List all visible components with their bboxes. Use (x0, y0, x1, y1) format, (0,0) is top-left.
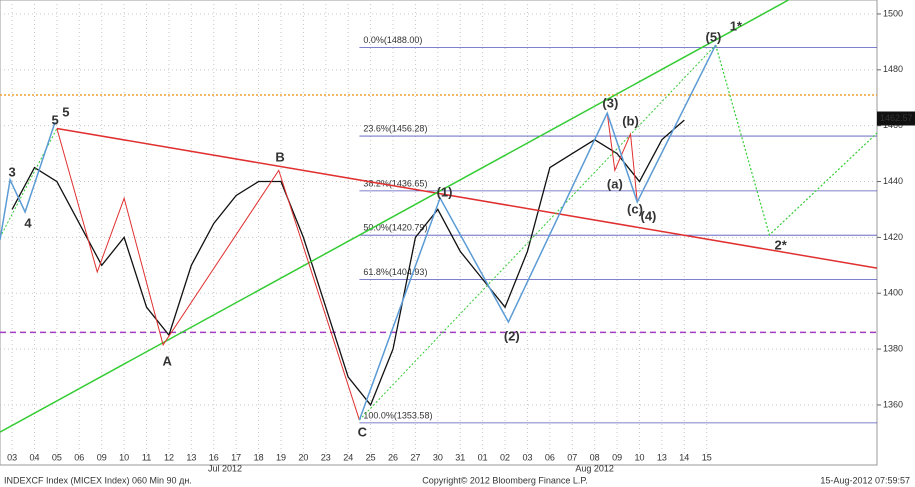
x-tick-label: 10 (634, 452, 644, 462)
x-tick-label: 08 (590, 452, 600, 462)
x-tick-label: 18 (254, 452, 264, 462)
wave-label: 4 (24, 215, 32, 230)
wave-label: 2* (775, 237, 788, 252)
fib-label: 0.0%(1488.00) (363, 35, 422, 45)
last-price-box (877, 111, 915, 126)
x-tick-label: 16 (209, 452, 219, 462)
wave-label: 3 (8, 165, 15, 180)
x-tick-label: 19 (276, 452, 286, 462)
x-tick-label: 17 (231, 452, 241, 462)
x-tick-label: 04 (29, 452, 39, 462)
trend-line (56, 128, 360, 421)
wave-label: (a) (607, 176, 623, 191)
x-tick-label: 25 (366, 452, 376, 462)
x-tick-label: 23 (321, 452, 331, 462)
wave-label: B (275, 150, 284, 165)
x-tick-label: 13 (186, 452, 196, 462)
fib-label: 50.0%(1420.79) (363, 223, 427, 233)
x-tick-label: 06 (545, 452, 555, 462)
fib-label: 38.2%(1436.65) (363, 178, 427, 188)
y-tick-label: 1480 (883, 64, 903, 74)
wave-label: (3) (602, 95, 618, 110)
x-tick-label: 03 (7, 452, 17, 462)
x-tick-label: 02 (500, 452, 510, 462)
x-tick-label: 30 (433, 452, 443, 462)
trend-line (56, 127, 878, 269)
x-tick-label: 20 (298, 452, 308, 462)
x-tick-label: 03 (522, 452, 532, 462)
footer-right: 15-Aug-2012 07:59:57 (820, 475, 910, 485)
wave-label: 5 (52, 112, 59, 127)
wave-label: 1* (730, 19, 743, 34)
x-tick-label: 26 (388, 452, 398, 462)
y-tick-label: 1440 (883, 176, 903, 186)
trend-line (358, 44, 717, 421)
trend-line (0, 128, 58, 238)
month-label: Aug 2012 (575, 463, 614, 473)
price-line (11, 119, 685, 407)
x-tick-label: 10 (119, 452, 129, 462)
fib-label: 23.6%(1456.28) (363, 123, 427, 133)
trend-line (606, 113, 638, 202)
trend-line (715, 44, 878, 236)
wave-label: 5 (62, 105, 69, 120)
y-tick-label: 1360 (883, 399, 903, 409)
y-tick-label: 1380 (883, 343, 903, 353)
last-price-label: 1462.57 (880, 113, 913, 123)
y-tick-label: 1420 (883, 232, 903, 242)
x-tick-label: 12 (164, 452, 174, 462)
x-tick-label: 06 (74, 452, 84, 462)
x-tick-label: 13 (657, 452, 667, 462)
y-tick-label: 1500 (883, 8, 903, 18)
fib-label: 61.8%(1404.93) (363, 267, 427, 277)
x-tick-label: 11 (142, 452, 151, 462)
x-tick-label: 01 (478, 452, 488, 462)
x-tick-label: 09 (612, 452, 622, 462)
trend-line (0, 0, 789, 433)
x-tick-label: 31 (455, 452, 465, 462)
fib-label: 100.0%(1353.58) (363, 410, 432, 420)
footer-center: Copyright© 2012 Bloomberg Finance L.P. (422, 475, 588, 485)
wave-label: C (358, 424, 368, 439)
footer-left: INDEXCF Index (MICEX Index) 060 Min 90 д… (4, 475, 192, 485)
wave-label: (b) (622, 113, 639, 128)
wave-label: A (162, 353, 172, 368)
x-tick-label: 07 (567, 452, 577, 462)
wave-label: (4) (641, 208, 657, 223)
x-tick-label: 24 (343, 452, 353, 462)
wave-label: (5) (705, 29, 721, 44)
x-tick-label: 09 (97, 452, 107, 462)
wave-label: (2) (504, 329, 520, 344)
month-label: Jul 2012 (208, 463, 242, 473)
wave-label: (c) (627, 201, 643, 216)
x-tick-label: 15 (702, 452, 712, 462)
y-tick-label: 1400 (883, 288, 903, 298)
x-tick-label: 14 (679, 452, 689, 462)
plot-area (0, 0, 878, 466)
x-tick-label: 27 (410, 452, 420, 462)
wave-label: (1) (437, 184, 453, 199)
x-tick-label: 05 (52, 452, 62, 462)
trend-line (0, 121, 56, 241)
